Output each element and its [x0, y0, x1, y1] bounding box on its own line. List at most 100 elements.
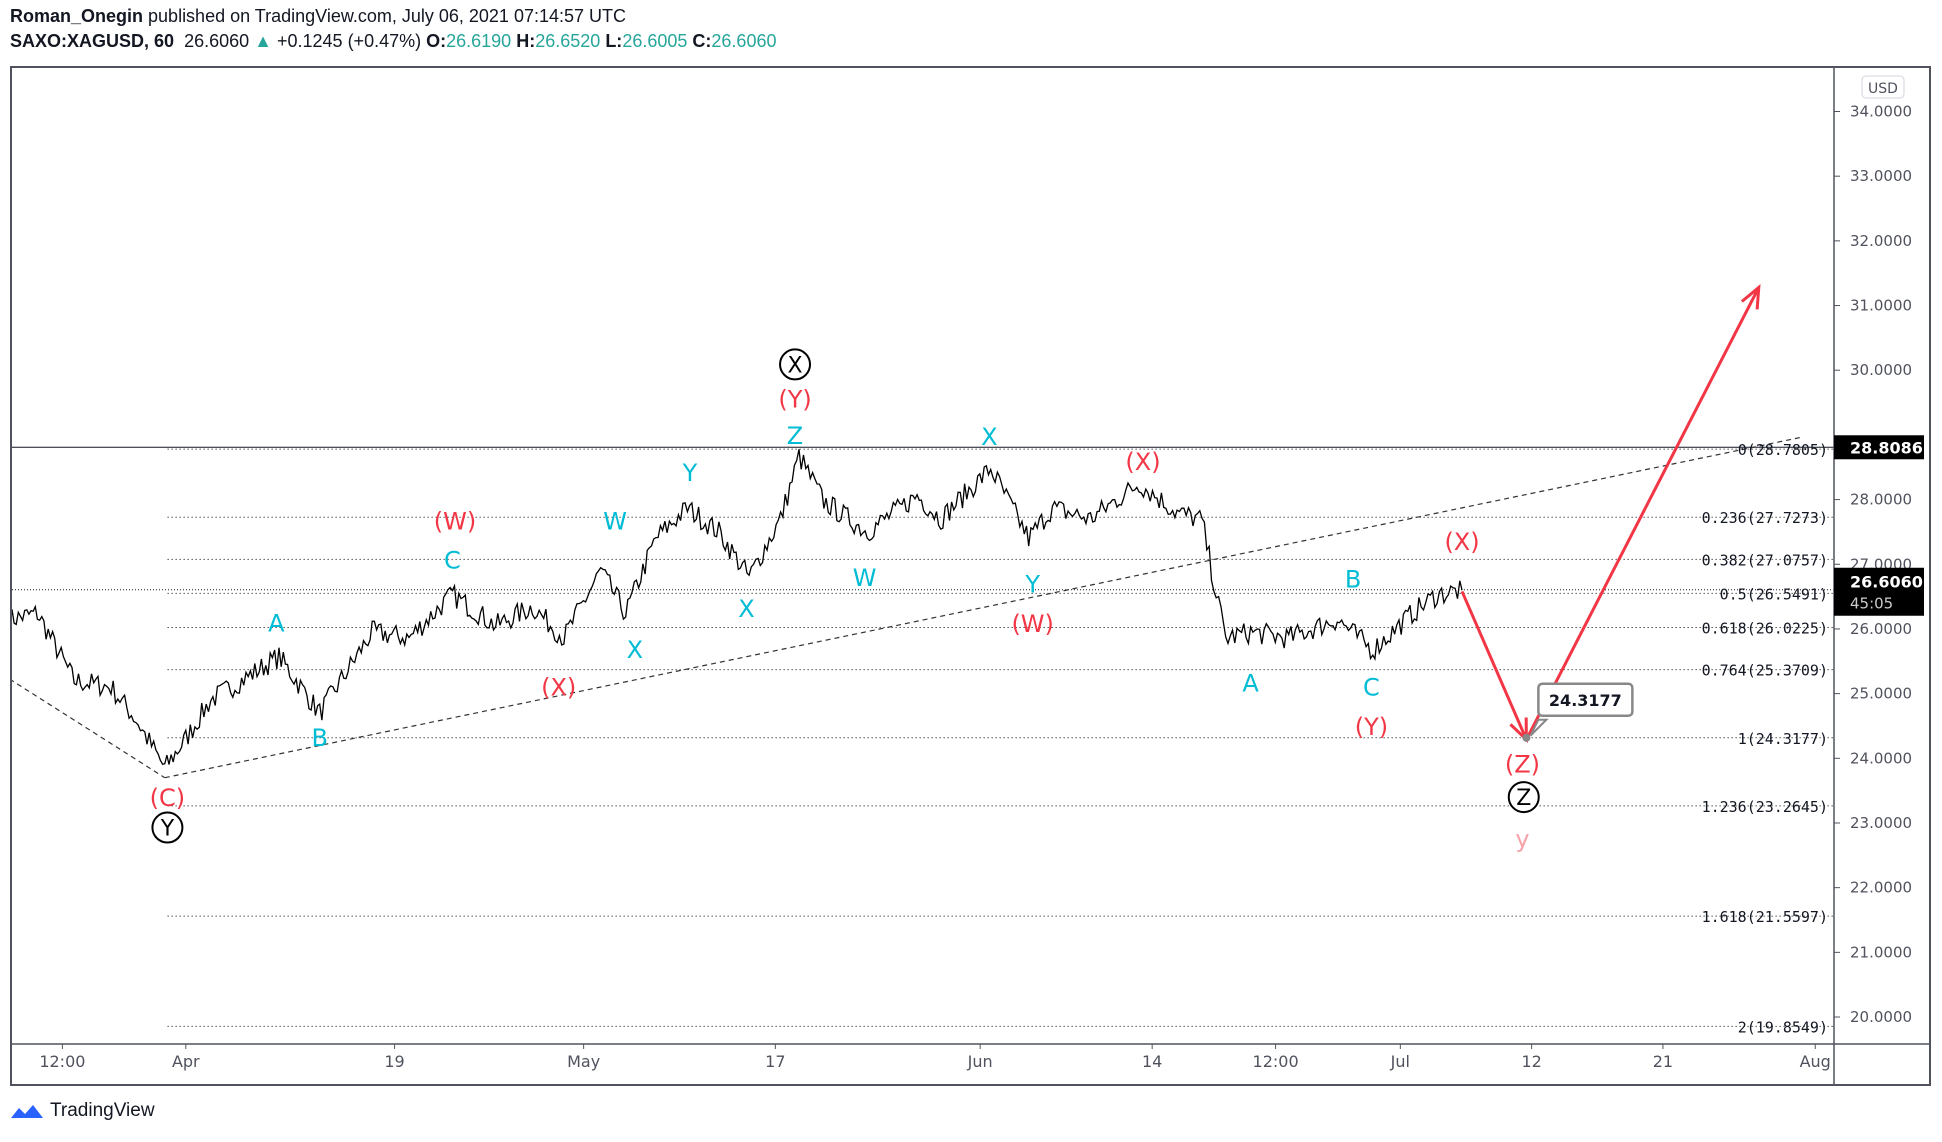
- last-price-tag-value: 26.6060: [1850, 573, 1923, 592]
- wave-label: (X): [541, 674, 576, 702]
- x-tick-label: 12:00: [1253, 1052, 1299, 1071]
- y-tick-label: 30.0000: [1850, 361, 1912, 379]
- x-tick-label: Jun: [967, 1052, 993, 1071]
- low-value: 26.6005: [622, 31, 688, 51]
- wave-label-circled: Z: [1516, 786, 1531, 811]
- fib-level-label: 1(24.3177): [1738, 730, 1828, 748]
- wave-label: A: [1242, 670, 1259, 698]
- y-tick-label: 33.0000: [1850, 167, 1912, 185]
- wave-label-circled: X: [787, 353, 802, 378]
- y-tick-label: 25.0000: [1850, 685, 1912, 703]
- fib-level-label: 2(19.8549): [1738, 1018, 1828, 1036]
- fib-level-label: 0.236(27.7273): [1702, 509, 1828, 527]
- symbol-legend: SAXO:XAGUSD, 60 26.6060 ▲ +0.1245 (+0.47…: [10, 31, 776, 52]
- x-tick-label: Aug: [1800, 1052, 1831, 1071]
- fib-level-label: 0.618(26.0225): [1702, 619, 1828, 637]
- bar-countdown: 45:05: [1850, 595, 1893, 613]
- wave-label: (X): [1444, 528, 1479, 556]
- y-tick-label: 31.0000: [1850, 297, 1912, 315]
- currency-label: USD: [1868, 81, 1898, 97]
- wave-circle-icon: [779, 348, 812, 381]
- wave-label: (C): [150, 784, 185, 812]
- y-tick-label: 23.0000: [1850, 814, 1912, 832]
- high-label: H:: [516, 31, 536, 51]
- y-tick-label: 24.0000: [1850, 749, 1912, 767]
- y-tick-label: 20.0000: [1850, 1008, 1912, 1026]
- trendline: [164, 436, 1804, 779]
- y-tick-label: 21.0000: [1850, 943, 1912, 961]
- fib-level-label: 0.382(27.0757): [1702, 551, 1828, 569]
- open-label: O:: [426, 31, 447, 51]
- x-tick-label: 14: [1142, 1052, 1162, 1071]
- fib-level-label: 0.764(25.3709): [1702, 662, 1828, 680]
- tradingview-logo[interactable]: TradingView: [10, 1100, 155, 1122]
- y-tick-label: 26.0000: [1850, 620, 1912, 638]
- fib-level-label: 0.5(26.5491): [1720, 585, 1828, 603]
- projection-arrow: [1460, 590, 1528, 741]
- x-tick-label: 12:00: [39, 1052, 85, 1071]
- publish-info: Roman_Onegin published on TradingView.co…: [10, 6, 626, 27]
- wave-label: X: [981, 423, 997, 451]
- x-tick-label: May: [567, 1052, 600, 1071]
- up-triangle-icon: ▲: [254, 31, 272, 51]
- wave-label: X: [738, 595, 754, 623]
- x-tick-label: 17: [765, 1052, 785, 1071]
- wave-label: y: [1515, 825, 1529, 853]
- projection-arrow: [1525, 286, 1761, 741]
- plot-area: ) (C) Y A B C (W) (X) X W Y X Z (Y) X W X Y (W) (X) A B C (Y) (X…: [12, 284, 1834, 1027]
- wave-label: (Y): [1355, 713, 1388, 741]
- y-tick-label: 32.0000: [1850, 232, 1912, 250]
- callout-box: [1537, 682, 1634, 718]
- wave-label: (W): [1011, 610, 1053, 638]
- fib-level-label: 1.618(21.5597): [1702, 908, 1828, 926]
- wave-label: A: [268, 609, 285, 637]
- price-series-line: [12, 449, 1463, 765]
- wave-label: Y: [682, 459, 698, 487]
- wave-circle-icon: [151, 811, 184, 844]
- y-tick-label: 34.0000: [1850, 103, 1912, 121]
- callout-text: 24.3177: [1549, 691, 1622, 710]
- close-label: C:: [692, 31, 712, 51]
- wave-circle-icon: [1507, 781, 1540, 814]
- x-tick-label: Jul: [1390, 1052, 1410, 1071]
- chart-frame[interactable]: [10, 66, 1931, 1086]
- last-price: 26.6060: [184, 31, 250, 51]
- arrow-head-icon: [1740, 284, 1761, 310]
- wave-label: B: [311, 724, 327, 752]
- wave-label: (Y): [778, 386, 811, 414]
- wave-label: Y: [1024, 571, 1040, 599]
- wave-label: C: [444, 547, 461, 575]
- author-name[interactable]: Roman_Onegin: [10, 6, 144, 26]
- wave-label-circled: Y: [160, 817, 175, 842]
- wave-label: (Z): [1505, 750, 1540, 778]
- wave-label: Z: [787, 422, 803, 450]
- callout-anchor: [1522, 733, 1531, 742]
- y-tick-label: 28.0000: [1850, 491, 1912, 509]
- x-tick-label: 21: [1653, 1052, 1673, 1071]
- fib-level-label: 0(28.7805): [1738, 441, 1828, 459]
- wave-label: B: [1345, 565, 1361, 593]
- wave-label: X: [627, 636, 643, 664]
- wave-label: C: [1363, 674, 1380, 702]
- fib-level-label: 1.236(23.2645): [1702, 798, 1828, 816]
- high-value: 26.6520: [535, 31, 601, 51]
- wave-label: (W): [434, 507, 476, 535]
- close-value: 26.6060: [711, 31, 777, 51]
- brand-name: TradingView: [50, 1100, 155, 1121]
- callout-pointer: [1529, 718, 1549, 737]
- y-tick-label: 22.0000: [1850, 879, 1912, 897]
- x-tick-label: 12: [1521, 1052, 1541, 1071]
- x-tick-label: Apr: [172, 1052, 200, 1071]
- x-tick-label: 19: [384, 1052, 404, 1071]
- horizontal-line-price: 28.8086: [1850, 438, 1923, 457]
- symbol-label: SAXO:XAGUSD, 60: [10, 31, 175, 51]
- horizontal-line-price-tag: [1834, 435, 1924, 460]
- last-price-tag: [1834, 567, 1924, 616]
- publish-text: published on TradingView.com, July 06, 2…: [148, 6, 626, 26]
- wave-label: W: [853, 564, 877, 592]
- open-value: 26.6190: [446, 31, 512, 51]
- low-label: L:: [605, 31, 623, 51]
- price-change: +0.1245 (+0.47%): [277, 31, 422, 51]
- wave-label: W: [603, 507, 627, 535]
